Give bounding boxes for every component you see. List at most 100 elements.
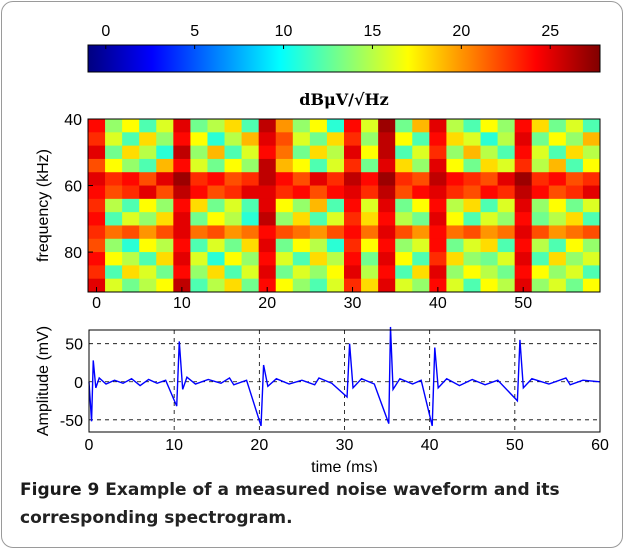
heatmap-cell (548, 225, 567, 240)
heatmap-cell (446, 265, 464, 280)
heatmap-cell (531, 252, 550, 266)
heatmap-cell (344, 252, 362, 266)
heatmap-cell (309, 278, 328, 293)
heatmap-cell (565, 225, 584, 240)
heatmap-cell (88, 212, 106, 226)
heatmap-cell (395, 119, 413, 133)
heatmap-cell (582, 265, 601, 280)
heatmap-cell (275, 119, 294, 133)
heatmap-cell (344, 132, 362, 147)
heatmap-cell (105, 145, 123, 160)
heatmap-cell (122, 185, 140, 200)
heatmap-cell (88, 145, 106, 160)
heatmap-cell (514, 265, 533, 280)
heatmap-cell (309, 158, 328, 173)
heatmap-cell (190, 278, 208, 293)
heatmap-cell (139, 198, 157, 213)
heatmap-cell (412, 158, 430, 173)
heatmap-cell (275, 252, 294, 266)
heatmap-cell (122, 265, 140, 280)
heatmap-cell (224, 119, 242, 133)
heatmap-cell (309, 198, 328, 213)
heatmap-cell (344, 119, 362, 133)
heatmap-cell (241, 198, 260, 213)
x-tick-label: 30 (344, 295, 362, 312)
heatmap-cell (258, 252, 277, 266)
heatmap-cell (565, 172, 584, 186)
heatmap-cell (258, 172, 277, 186)
x-tick-label: 10 (165, 437, 183, 454)
heatmap-cell (139, 185, 157, 200)
heatmap-cell (395, 132, 413, 147)
heatmap-cell (173, 278, 191, 293)
heatmap-cell (463, 225, 481, 240)
heatmap-cell (122, 198, 140, 213)
x-tick-label: 10 (173, 295, 191, 312)
heatmap-cell (326, 145, 345, 160)
heatmap-cell (463, 198, 481, 213)
heatmap-cell (429, 198, 447, 213)
heatmap-cell (122, 212, 140, 226)
heatmap-cell (548, 172, 567, 186)
heatmap-cell (326, 225, 345, 240)
heatmap-cell (565, 238, 584, 253)
heatmap-cell (139, 212, 157, 226)
heatmap-cell (497, 278, 516, 293)
heatmap-cell (378, 225, 396, 240)
heatmap-cell (105, 278, 123, 293)
heatmap-cell (497, 265, 516, 280)
heatmap-cell (122, 278, 140, 293)
heatmap-cell (156, 278, 174, 293)
heatmap-cell (463, 185, 481, 200)
heatmap-cell (122, 225, 140, 240)
heatmap-cell (429, 225, 447, 240)
heatmap-cell (378, 145, 396, 160)
heatmap-cell (207, 145, 225, 160)
x-tick-label: 50 (506, 437, 524, 454)
heatmap-cell (497, 145, 516, 160)
caption-text: Example of a measured noise waveform and… (20, 480, 560, 528)
x-tick-label: 20 (258, 295, 276, 312)
heatmap-cell (326, 252, 345, 266)
heatmap-cell (429, 132, 447, 147)
heatmap-cell (480, 185, 498, 200)
heatmap-cell (480, 158, 498, 173)
heatmap-cell (480, 132, 498, 147)
heatmap-cell (88, 158, 106, 173)
heatmap-cell (156, 225, 174, 240)
heatmap-cell (156, 158, 174, 173)
heatmap-cell (241, 158, 260, 173)
heatmap-cell (446, 212, 464, 226)
figure-label: Figure 9 (20, 480, 100, 500)
heatmap-cell (463, 158, 481, 173)
heatmap-cell (531, 172, 550, 186)
plot-frame (88, 329, 601, 433)
heatmap-cell (582, 158, 601, 173)
heatmap-cell (395, 212, 413, 226)
heatmap-cell (395, 158, 413, 173)
heatmap-cell (241, 212, 260, 226)
heatmap-cell (497, 238, 516, 253)
heatmap-cell (224, 172, 242, 186)
heatmap-cell (412, 225, 430, 240)
heatmap-cell (190, 119, 208, 133)
heatmap-cell (531, 278, 550, 293)
heatmap-cell (344, 172, 362, 186)
heatmap-cell (446, 132, 464, 147)
heatmap-cell (361, 238, 379, 253)
heatmap-cell (480, 119, 498, 133)
heatmap-cell (531, 119, 550, 133)
heatmap-cell (463, 132, 481, 147)
heatmap-cell (88, 278, 106, 293)
heatmap-cell (292, 225, 311, 240)
heatmap-cell (429, 145, 447, 160)
heatmap-cell (480, 252, 498, 266)
heatmap-cell (275, 238, 294, 253)
heatmap-cell (480, 172, 498, 186)
heatmap-cell (548, 265, 567, 280)
heatmap-cell (395, 252, 413, 266)
colorbar-tick-label: 20 (452, 23, 470, 40)
heatmap-cell (292, 158, 311, 173)
x-tick-label: 40 (421, 437, 439, 454)
